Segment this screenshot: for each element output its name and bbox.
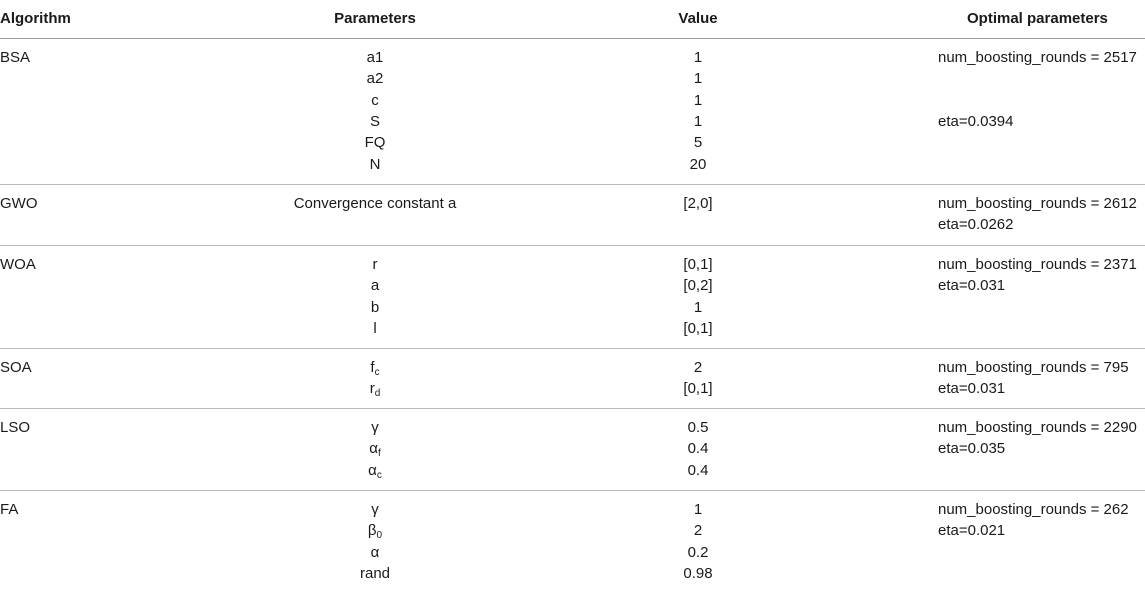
parameter-value: [0,1] — [683, 256, 713, 273]
optimal-parameter: eta=0.0262 — [938, 216, 1014, 234]
parameter-symbol: c — [371, 91, 379, 109]
parameter-value: 0.4 — [687, 440, 709, 458]
parameter-symbol: Convergence constant a — [293, 195, 457, 212]
algorithm-cell: WOA — [0, 256, 36, 273]
parameter-name: rd — [250, 378, 500, 404]
parameter-symbol: γ — [371, 419, 379, 436]
parameter-symbol: γ — [371, 501, 379, 518]
parameter-name: N — [250, 154, 500, 175]
optimal-parameter: eta=0.031 — [938, 380, 1006, 398]
optimal-parameter: eta=0.035 — [938, 440, 1006, 458]
parameter-value: 1 — [693, 112, 703, 130]
algorithm-cell: SOA — [0, 359, 32, 376]
parameter-subscript: 0 — [376, 530, 383, 542]
optimal-parameter: num_boosting_rounds = 2371 — [938, 256, 1137, 273]
algorithm-cell: LSO — [0, 419, 31, 436]
parameter-name: FQ — [250, 132, 500, 153]
parameter-value: 20 — [689, 155, 707, 173]
parameter-name: c — [250, 90, 500, 111]
parameter-symbol: α — [369, 440, 378, 458]
parameter-value: 2 — [693, 359, 703, 376]
parameter-value: 1 — [693, 91, 703, 109]
parameter-value: 1 — [693, 49, 703, 66]
header-value: Value — [678, 10, 718, 27]
parameter-subscript: d — [374, 388, 381, 400]
parameter-name: Convergence constant a — [250, 193, 500, 214]
optimal-parameter: num_boosting_rounds = 2517 — [938, 49, 1137, 66]
header-algorithm: Algorithm — [0, 10, 71, 27]
optimal-parameter: num_boosting_rounds = 2290 — [938, 419, 1137, 436]
algorithm-cell: BSA — [0, 49, 31, 66]
parameter-name: b — [250, 297, 500, 318]
group-divider — [0, 184, 1145, 185]
parameter-symbol: f — [370, 359, 375, 376]
header-divider — [0, 38, 1145, 39]
parameter-value: 0.98 — [683, 564, 713, 582]
parameter-subscript: f — [377, 448, 381, 460]
parameter-value: 0.2 — [687, 543, 709, 561]
parameter-name: γ — [250, 417, 500, 438]
parameter-value: [2,0] — [683, 195, 713, 212]
group-divider — [0, 348, 1145, 349]
header-optimal-parameters: Optimal parameters — [967, 10, 1108, 27]
parameter-name: a2 — [250, 68, 500, 89]
parameter-symbol: α — [368, 461, 377, 479]
parameter-name: fc — [250, 357, 500, 383]
optimal-parameter: num_boosting_rounds = 2612 — [938, 195, 1137, 212]
parameter-value: [0,1] — [683, 380, 713, 398]
parameter-subscript: c — [376, 469, 382, 481]
parameter-name: γ — [250, 499, 500, 520]
parameter-symbol: S — [369, 112, 380, 130]
parameter-value: [0,1] — [683, 319, 713, 337]
parameter-symbol: a2 — [366, 70, 384, 88]
algorithm-cell: FA — [0, 501, 19, 518]
parameter-name: α — [250, 542, 500, 563]
parameter-name: β0 — [250, 520, 500, 546]
parameter-name: rand — [250, 563, 500, 584]
parameter-symbol: FQ — [364, 134, 386, 152]
parameter-symbol: l — [373, 319, 377, 337]
optimal-parameter: eta=0.0394 — [938, 112, 1014, 130]
parameter-name: a1 — [250, 47, 500, 68]
parameter-symbol: r — [372, 256, 378, 273]
parameter-symbol: α — [370, 543, 380, 561]
parameter-value: 5 — [693, 134, 703, 152]
parameter-value: 1 — [693, 298, 703, 316]
group-divider — [0, 408, 1145, 409]
header-parameters: Parameters — [334, 10, 416, 27]
algorithm-cell: GWO — [0, 195, 38, 212]
parameter-name: l — [250, 318, 500, 339]
parameter-value: 2 — [693, 522, 703, 540]
parameter-symbol: N — [369, 155, 381, 173]
parameter-symbol: rand — [359, 564, 391, 582]
parameter-name: a — [250, 275, 500, 296]
parameter-value: 1 — [693, 501, 703, 518]
parameter-name: αc — [250, 460, 500, 486]
optimal-parameter: eta=0.021 — [938, 522, 1006, 540]
parameter-subscript: c — [374, 367, 380, 378]
parameter-symbol: a — [370, 277, 380, 295]
parameter-value: 0.5 — [687, 419, 709, 436]
parameter-symbol: a1 — [366, 49, 384, 66]
parameter-symbol: r — [369, 380, 375, 398]
parameter-name: αf — [250, 438, 500, 464]
optimal-parameter: num_boosting_rounds = 262 — [938, 501, 1129, 518]
optimal-parameter: eta=0.031 — [938, 277, 1006, 295]
optimal-parameter: num_boosting_rounds = 795 — [938, 359, 1129, 376]
parameter-name: S — [250, 111, 500, 132]
parameter-symbol: b — [370, 298, 380, 316]
parameter-name: r — [250, 254, 500, 275]
parameter-value: [0,2] — [683, 277, 713, 295]
parameter-value: 0.4 — [687, 461, 709, 479]
parameter-value: 1 — [693, 70, 703, 88]
parameter-symbol: β — [367, 522, 377, 540]
group-divider — [0, 490, 1145, 491]
group-divider — [0, 245, 1145, 246]
